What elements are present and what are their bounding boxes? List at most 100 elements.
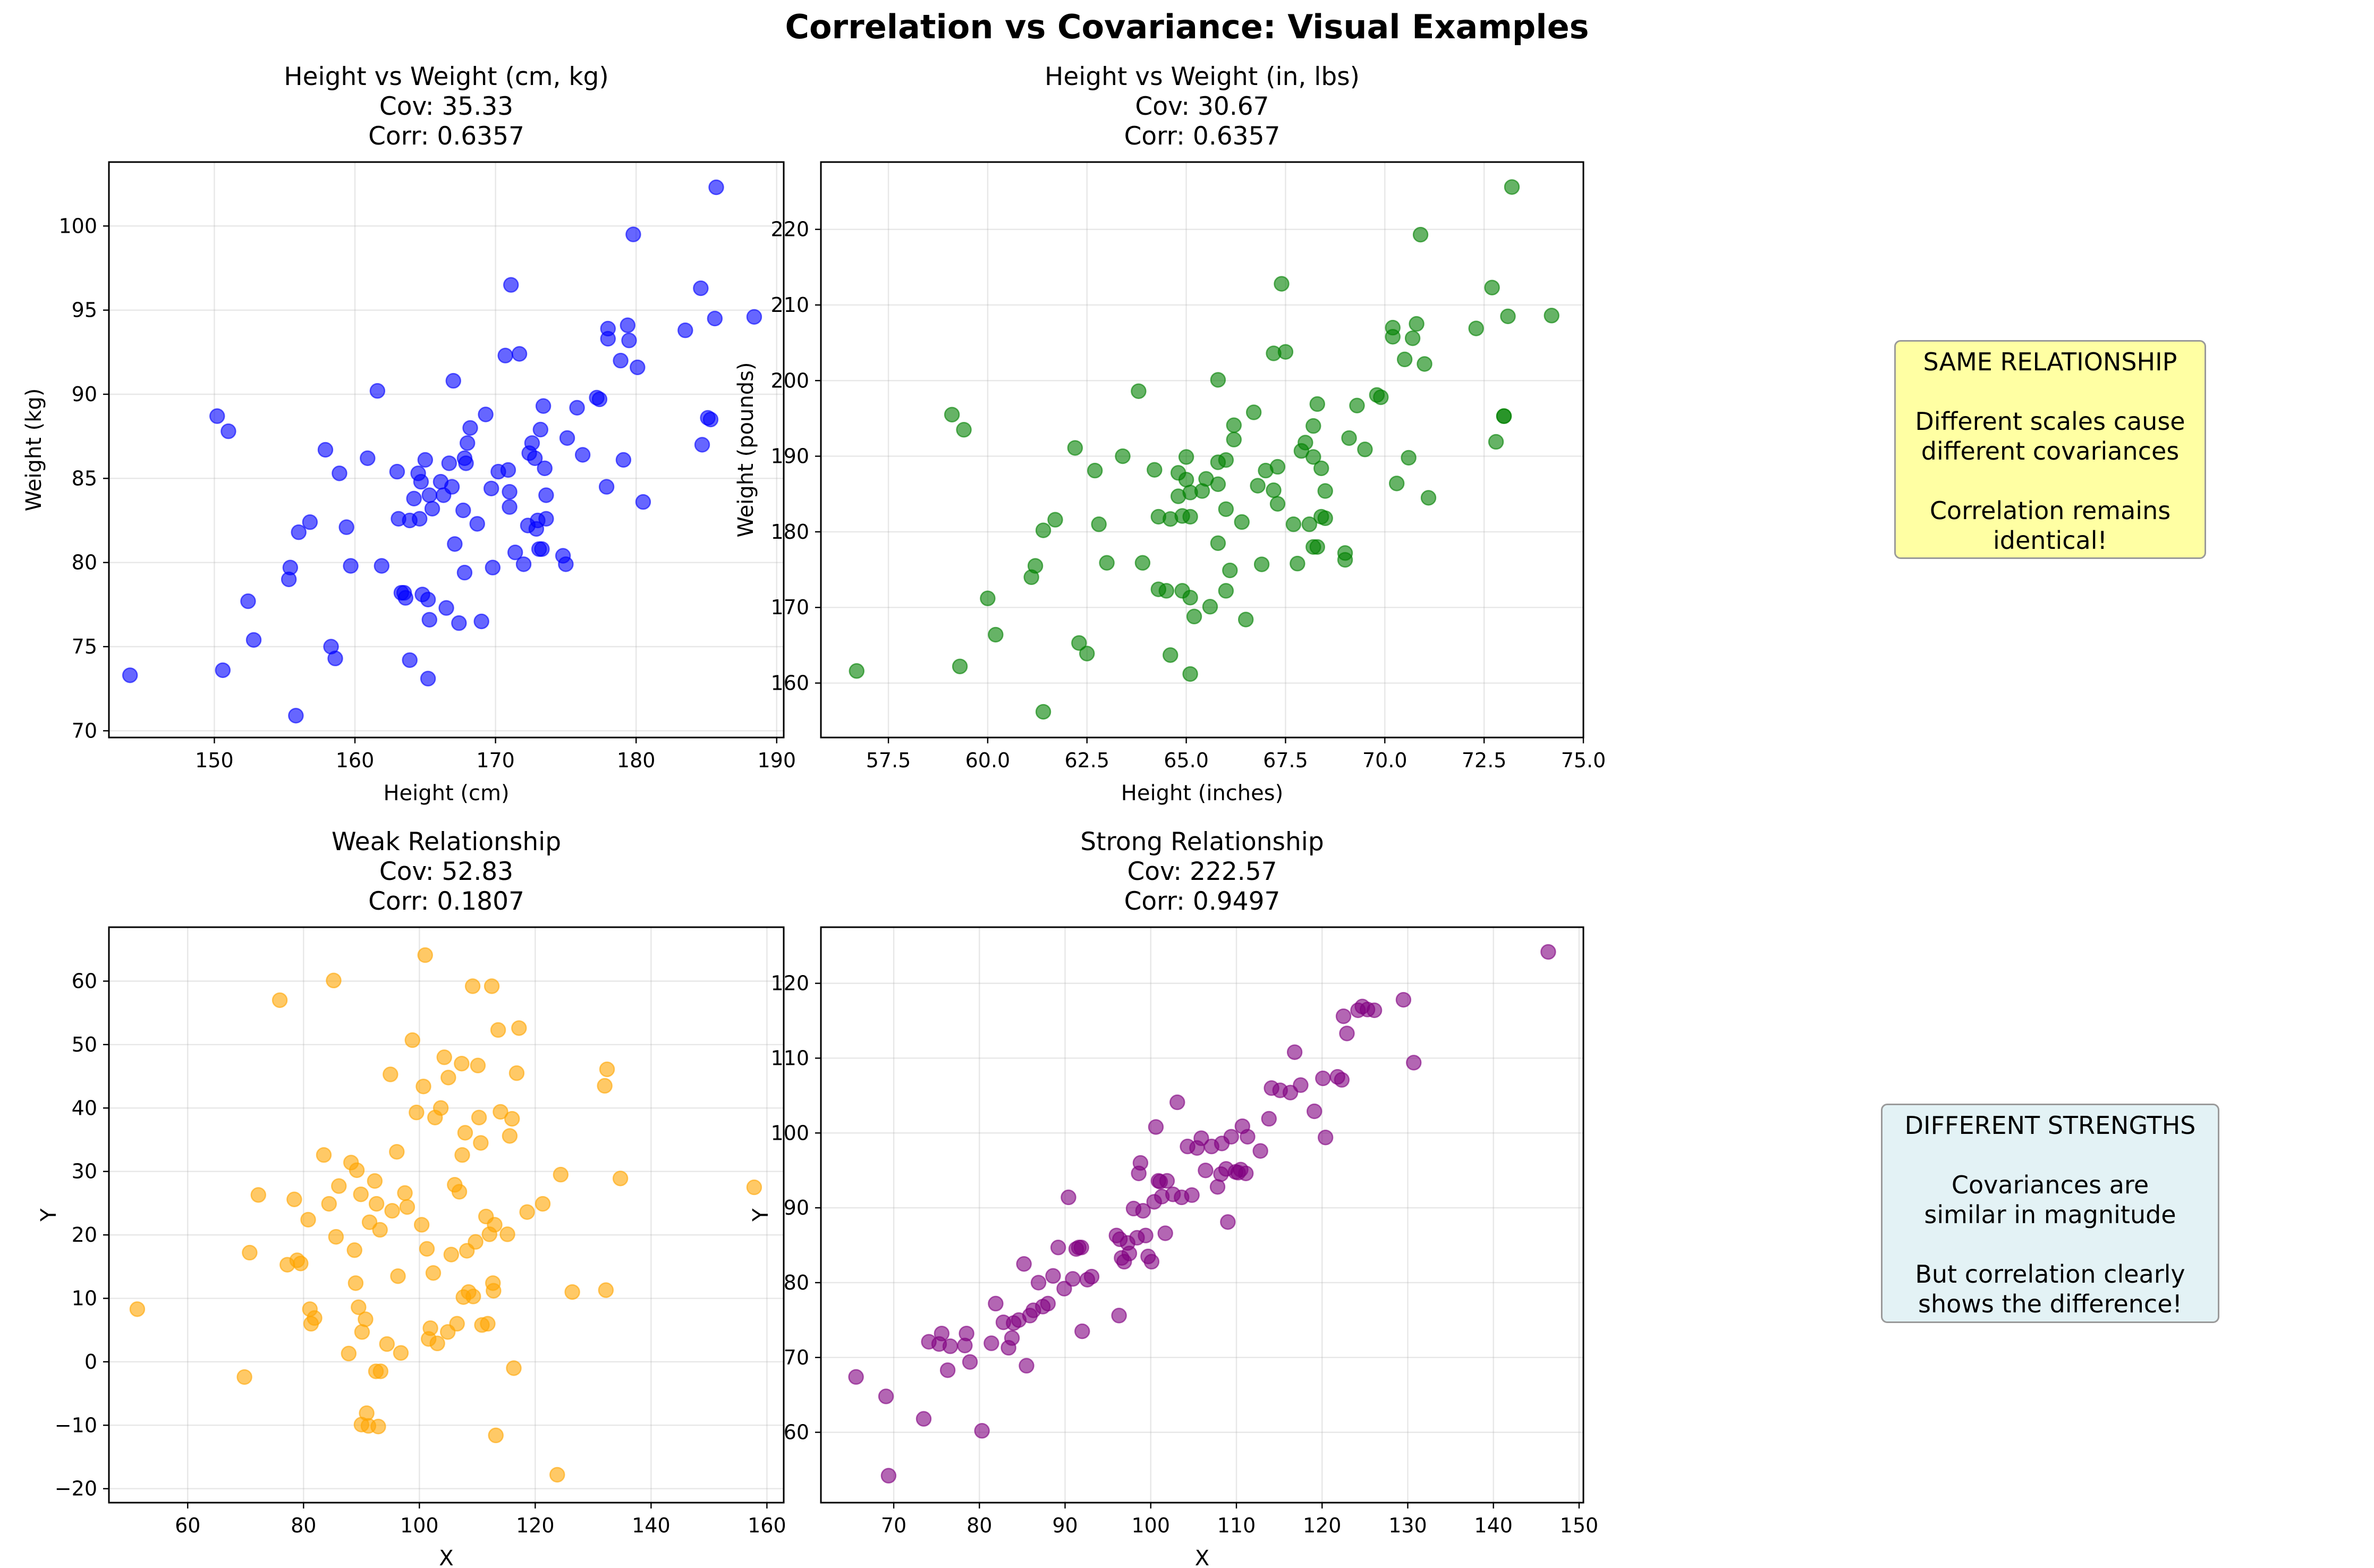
data-point — [1406, 1055, 1422, 1071]
data-point — [242, 1244, 258, 1261]
data-point — [538, 487, 554, 503]
data-point — [1040, 1295, 1056, 1312]
data-point — [1285, 516, 1302, 532]
data-point — [1395, 991, 1412, 1008]
data-point — [457, 1125, 473, 1141]
x-tick-label: 120 — [516, 1514, 555, 1537]
data-point — [245, 632, 262, 648]
data-point — [746, 309, 762, 325]
data-point — [574, 447, 591, 463]
data-point — [538, 511, 554, 527]
data-point — [221, 423, 236, 439]
data-point — [511, 346, 528, 362]
data-point — [962, 1354, 978, 1370]
data-point — [1417, 356, 1432, 372]
data-point — [615, 452, 632, 468]
chart-panel-4: 70 80 90 100 110 120 130 140 150 60 70 80 90 100 110 12… — [749, 827, 1598, 1568]
data-point — [367, 1173, 383, 1189]
data-point — [1182, 508, 1198, 525]
data-point — [413, 1217, 430, 1233]
data-point — [1210, 535, 1226, 552]
data-point — [1496, 408, 1512, 424]
data-point — [347, 1275, 364, 1291]
data-point — [1237, 612, 1254, 628]
axes-frame — [108, 926, 785, 1504]
data-point — [1035, 704, 1052, 720]
data-point — [420, 671, 436, 686]
data-point — [1169, 1094, 1185, 1111]
chart-panel-3: 60 80 100 120 140 160 −20 −10 0 10 20 30 40 50 60 X Y Wea… — [37, 827, 786, 1568]
data-point — [1313, 460, 1329, 477]
x-tick-label: 75.0 — [1561, 749, 1606, 772]
data-point — [443, 1247, 460, 1262]
data-point — [1286, 1044, 1303, 1060]
data-point — [326, 972, 342, 989]
data-point — [559, 430, 575, 446]
data-point — [532, 421, 549, 438]
data-point — [486, 1283, 502, 1299]
data-point — [360, 450, 376, 467]
data-point — [1157, 1225, 1173, 1241]
data-point — [1030, 1275, 1047, 1291]
y-tick-label: 200 — [770, 369, 809, 392]
data-point — [409, 1104, 425, 1121]
data-point — [1210, 372, 1226, 388]
note-line: Different scales cause — [1915, 407, 2185, 436]
x-tick-label: 60 — [175, 1514, 200, 1537]
x-tick-label: 150 — [195, 749, 234, 772]
note-spacer — [1905, 466, 2195, 496]
data-point — [1074, 1323, 1090, 1340]
data-point — [1266, 482, 1282, 498]
data-point — [558, 556, 574, 572]
data-point — [524, 435, 540, 451]
data-point — [944, 406, 960, 423]
data-point — [372, 1222, 388, 1238]
data-point — [293, 1256, 309, 1272]
y-axis-label: Y — [749, 1208, 773, 1222]
axes-frame — [820, 161, 1584, 739]
data-point — [1050, 1240, 1066, 1256]
data-point — [1306, 1103, 1322, 1120]
data-point — [598, 1282, 614, 1298]
data-point — [449, 1316, 465, 1332]
data-point — [1488, 434, 1504, 450]
scatter-points — [129, 947, 762, 1483]
data-point — [417, 452, 434, 468]
data-point — [332, 465, 347, 481]
x-tick-label: 150 — [1560, 1514, 1599, 1537]
data-point — [1309, 396, 1325, 412]
chart-title-line: Cov: 222.57 — [1127, 857, 1277, 886]
data-point — [1083, 1268, 1100, 1285]
data-point — [372, 1363, 389, 1379]
data-point — [515, 556, 532, 572]
data-point — [1385, 328, 1401, 345]
data-point — [1004, 1330, 1020, 1346]
data-point — [483, 480, 499, 497]
data-point — [1226, 417, 1242, 433]
data-point — [369, 383, 386, 399]
data-point — [1269, 496, 1286, 512]
data-point — [1147, 462, 1163, 478]
data-point — [702, 411, 719, 428]
data-point — [1544, 308, 1559, 324]
data-point — [361, 1214, 378, 1230]
data-point — [1335, 1008, 1352, 1024]
data-point — [451, 1184, 468, 1200]
data-point — [433, 1100, 449, 1116]
data-point — [1138, 1227, 1154, 1243]
data-point — [500, 462, 516, 478]
data-point — [389, 1143, 405, 1160]
data-point — [307, 1310, 323, 1326]
data-point — [1091, 516, 1107, 532]
data-point — [1396, 351, 1413, 368]
x-tick-label: 70 — [881, 1514, 906, 1537]
x-axis-label: Height (cm) — [383, 781, 509, 806]
data-point — [599, 1061, 615, 1078]
y-tick-label: 70 — [784, 1346, 809, 1369]
data-point — [499, 1226, 515, 1242]
y-tick-label: 100 — [58, 214, 97, 238]
data-point — [880, 1468, 897, 1484]
data-point — [915, 1411, 932, 1427]
data-point — [1388, 476, 1405, 491]
